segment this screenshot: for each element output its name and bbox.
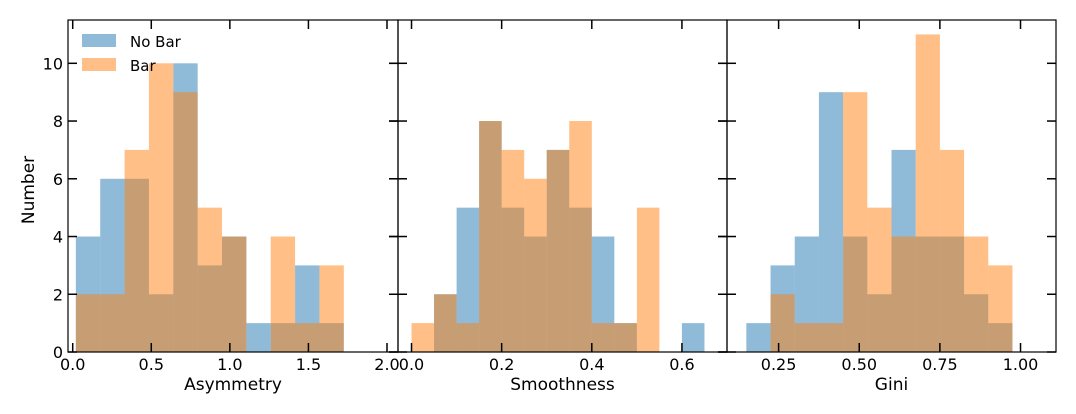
x-tick-label: 1.00	[1003, 355, 1039, 374]
x-axis-label: Smoothness	[510, 375, 615, 395]
bar-bar-bin-2	[124, 149, 149, 352]
x-tick-label: 2.0	[374, 355, 399, 374]
legend: No Bar Bar	[82, 33, 182, 75]
bar-bar-bin-7	[915, 34, 940, 352]
bar-bar-bin-9	[295, 323, 320, 352]
x-tick-label: 0.0	[60, 355, 85, 374]
x-axis-label: Asymmetry	[184, 375, 282, 395]
x-tick-label: 1.0	[217, 355, 242, 374]
bar-bar-bin-8	[939, 149, 965, 352]
x-tick-label: 0.50	[841, 355, 877, 374]
legend-label-no-bar: No Bar	[130, 33, 182, 51]
bar-bar-bin-1	[434, 294, 457, 352]
bar-no-bar-bin-7	[246, 323, 271, 352]
panel-3: 0.25 0.50 0.75 1.00 Gini	[718, 19, 1057, 395]
x-tick-label: 0.4	[579, 355, 604, 374]
y-tick-label: 2	[53, 285, 63, 304]
x-axis-label: Gini	[875, 375, 908, 395]
y-tick-label: 4	[53, 228, 63, 247]
bar-no-bar-bin-3	[818, 92, 844, 352]
x-tick-label: 0.25	[761, 355, 797, 374]
x-tick-label: 0.0	[399, 355, 424, 374]
x-tick-label: 1.5	[296, 355, 321, 374]
bar-bar-bin-5	[524, 178, 547, 352]
bar-bar-bin-10	[988, 265, 1013, 352]
bar-bar-bin-6	[546, 149, 570, 352]
bar-bar-bin-6	[222, 236, 247, 352]
bar-no-bar-bin-12	[681, 323, 705, 352]
y-axis-label: Number	[19, 156, 39, 224]
bar-bar-bin-8	[591, 323, 615, 352]
bar-bar-bin-9	[964, 236, 989, 352]
y-tick-label: 10	[43, 54, 63, 73]
panel-2: 0.0 0.2 0.4 0.6 Smoothness	[389, 19, 728, 395]
x-tick-label: 0.2	[489, 355, 514, 374]
bar-bar-bin-0	[75, 294, 101, 352]
bar-bar-bin-7	[569, 121, 592, 352]
bar-bar-bin-3	[148, 63, 174, 352]
bar-bar-bin-5	[867, 207, 892, 352]
bar-bar-bin-3	[479, 121, 502, 352]
bar-bar-bin-4	[173, 92, 198, 352]
bar-bar-bin-6	[891, 236, 916, 352]
panel-1: 0.0 0.5 1.0 1.5 2.0 0 2 4 6 8 10 Asymmetry	[43, 19, 400, 395]
bar-bar-bin-2	[794, 323, 819, 352]
bar-bar-bin-4	[843, 92, 868, 352]
bar-no-bar-bin-0	[746, 323, 771, 352]
bar-bar-bin-8	[270, 236, 296, 352]
bar-bar-bin-9	[614, 323, 637, 352]
bar-bar-bin-1	[770, 294, 795, 352]
bar-bar-bin-10	[319, 265, 344, 352]
x-tick-label: 0.5	[139, 355, 164, 374]
y-tick-label: 6	[53, 170, 63, 189]
x-tick-label: 0.75	[922, 355, 958, 374]
legend-label-bar: Bar	[130, 57, 156, 75]
bar-bar-bin-1	[100, 294, 125, 352]
legend-swatch-bar	[82, 58, 116, 71]
x-tick-label: 0.6	[669, 355, 694, 374]
bar-no-bar-bin-2	[456, 207, 480, 352]
axes-frame	[726, 19, 1057, 353]
bar-bar-bin-3	[818, 323, 844, 352]
bar-bar-bin-5	[197, 207, 222, 352]
bar-bar-bin-10	[636, 207, 660, 352]
bar-bar-bin-4	[501, 149, 525, 352]
legend-swatch-no-bar	[82, 34, 116, 47]
y-tick-label: 0	[53, 343, 63, 362]
bar-bar-bin-2	[456, 323, 480, 352]
bar-bar-bin-0	[411, 323, 435, 352]
y-tick-label: 8	[53, 112, 63, 131]
